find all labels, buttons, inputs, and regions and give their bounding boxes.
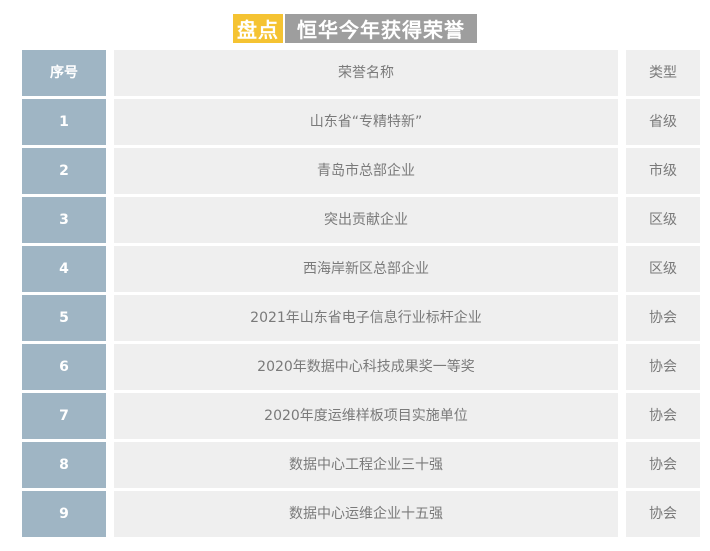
title-bar: 盘点 恒华今年获得荣誉 xyxy=(0,0,710,43)
honors-table: 序号 荣誉名称 类型 1 山东省“专精特新” 省级 2 青岛市总部企业 市级 3… xyxy=(22,50,700,537)
column-header-type: 类型 xyxy=(626,50,700,96)
honor-type-cell: 协会 xyxy=(626,295,700,341)
row-number-cell: 5 xyxy=(22,295,106,341)
page-title: 恒华今年获得荣誉 xyxy=(285,14,477,43)
honor-type-cell: 市级 xyxy=(626,148,700,194)
row-number-cell: 2 xyxy=(22,148,106,194)
honor-name-cell: 2020年度运维样板项目实施单位 xyxy=(114,393,618,439)
honor-type-cell: 省级 xyxy=(626,99,700,145)
row-number-cell: 1 xyxy=(22,99,106,145)
column-header-no: 序号 xyxy=(22,50,106,96)
honor-type-cell: 区级 xyxy=(626,197,700,243)
honor-name-cell: 2021年山东省电子信息行业标杆企业 xyxy=(114,295,618,341)
honor-type-cell: 协会 xyxy=(626,393,700,439)
row-number-cell: 3 xyxy=(22,197,106,243)
honor-name-cell: 突出贡献企业 xyxy=(114,197,618,243)
honor-name-cell: 山东省“专精特新” xyxy=(114,99,618,145)
row-number-cell: 9 xyxy=(22,491,106,537)
row-number-cell: 7 xyxy=(22,393,106,439)
honor-name-cell: 西海岸新区总部企业 xyxy=(114,246,618,292)
honor-type-cell: 协会 xyxy=(626,491,700,537)
honor-name-cell: 青岛市总部企业 xyxy=(114,148,618,194)
honor-type-cell: 协会 xyxy=(626,442,700,488)
honor-name-cell: 数据中心工程企业三十强 xyxy=(114,442,618,488)
honor-name-cell: 2020年数据中心科技成果奖一等奖 xyxy=(114,344,618,390)
honor-type-cell: 区级 xyxy=(626,246,700,292)
row-number-cell: 6 xyxy=(22,344,106,390)
title-badge: 盘点 xyxy=(233,14,283,43)
honor-type-cell: 协会 xyxy=(626,344,700,390)
column-header-name: 荣誉名称 xyxy=(114,50,618,96)
honor-name-cell: 数据中心运维企业十五强 xyxy=(114,491,618,537)
row-number-cell: 8 xyxy=(22,442,106,488)
row-number-cell: 4 xyxy=(22,246,106,292)
